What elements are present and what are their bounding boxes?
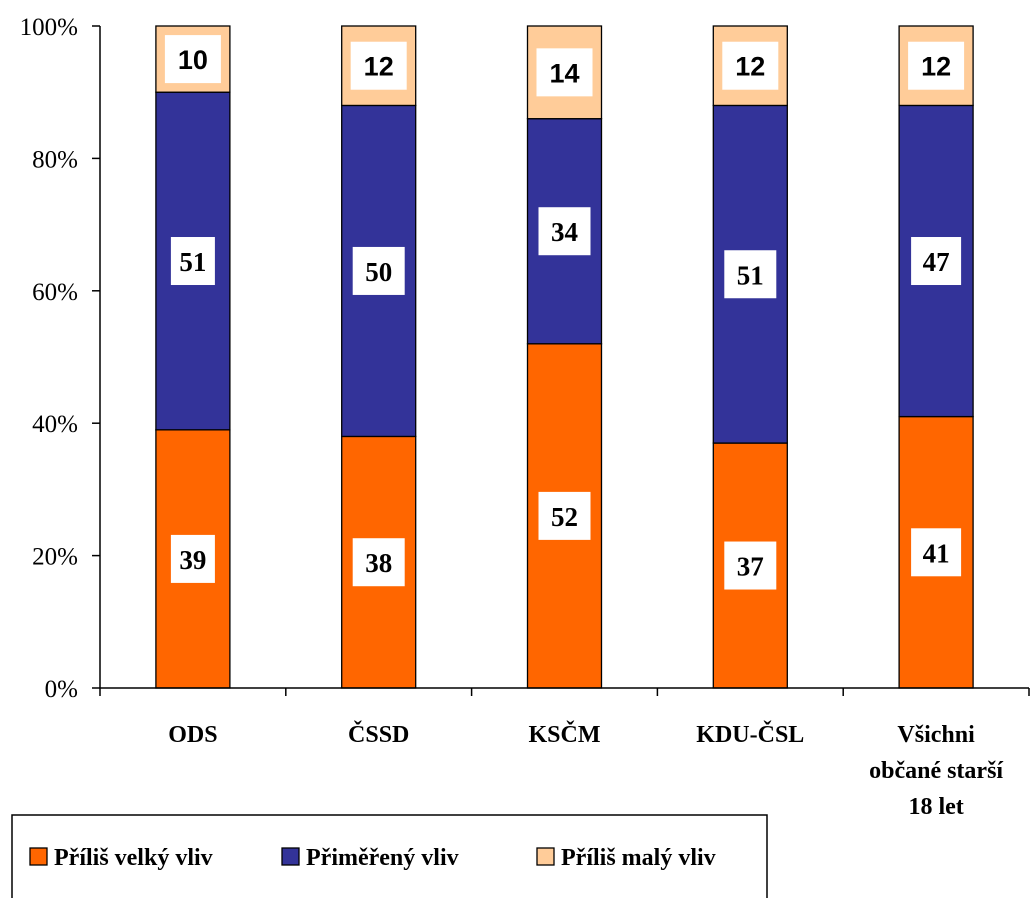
data-label-box bbox=[911, 528, 962, 577]
data-label-box bbox=[722, 41, 779, 90]
data-label-box bbox=[538, 491, 591, 540]
legend-swatch bbox=[281, 847, 300, 866]
legend-label: Příliš malý vliv bbox=[561, 845, 716, 871]
data-label-box bbox=[724, 541, 777, 590]
y-tick-label: 100% bbox=[20, 14, 78, 41]
legend-label: Přiměřený vliv bbox=[306, 845, 459, 871]
data-label: 37 bbox=[737, 552, 764, 582]
y-tick-label: 60% bbox=[32, 279, 78, 306]
x-tick-label: ČSSD bbox=[348, 721, 409, 748]
x-tick-label: KSČM bbox=[529, 721, 601, 748]
data-label-box bbox=[724, 250, 777, 299]
data-label: 12 bbox=[364, 52, 394, 82]
x-tick-label: Všichni občané starší 18 let bbox=[869, 722, 1003, 820]
bars-layer bbox=[155, 25, 974, 689]
data-label-box bbox=[538, 207, 591, 256]
data-label: 12 bbox=[735, 52, 765, 82]
legend-box bbox=[11, 814, 768, 898]
data-label-box bbox=[352, 246, 405, 295]
data-label-box bbox=[536, 48, 593, 97]
data-label-box bbox=[911, 237, 962, 286]
data-label: 39 bbox=[179, 545, 206, 575]
data-label: 51 bbox=[737, 260, 764, 290]
data-label: 52 bbox=[551, 502, 578, 532]
data-label-box bbox=[170, 534, 215, 583]
data-label: 41 bbox=[923, 538, 950, 568]
data-label: 12 bbox=[921, 52, 951, 82]
data-label: 10 bbox=[178, 45, 208, 75]
data-label-box bbox=[350, 41, 407, 90]
data-label: 50 bbox=[365, 257, 392, 287]
data-label: 47 bbox=[923, 247, 950, 277]
legend-swatch bbox=[536, 847, 555, 866]
data-label: 14 bbox=[549, 58, 579, 88]
data-label: 34 bbox=[551, 217, 578, 247]
y-tick-label: 80% bbox=[32, 146, 78, 173]
y-tick-label: 20% bbox=[32, 544, 78, 571]
legend-label: Příliš velký vliv bbox=[54, 845, 213, 871]
axes-layer: 0% 20% 40% 60% 80% 100% ODS ČSSD KSČM KDU-ČSL Všic… bbox=[20, 14, 1030, 820]
data-label-box bbox=[170, 237, 215, 286]
x-tick-label: KDU-ČSL bbox=[696, 721, 804, 748]
data-label: 38 bbox=[365, 548, 392, 578]
y-tick-label: 40% bbox=[32, 411, 78, 438]
data-label: 51 bbox=[179, 247, 206, 277]
data-labels-layer: 39 51 10 38 50 12 52 34 14 37 51 12 41 47 12 bbox=[164, 35, 965, 590]
legend-swatch bbox=[29, 847, 48, 866]
data-label-box bbox=[164, 35, 221, 84]
data-label-box bbox=[908, 41, 965, 90]
x-tick-label: ODS bbox=[168, 722, 217, 748]
legend: Příliš velký vliv Přiměřený vliv Příliš ma… bbox=[11, 814, 768, 898]
data-label-box bbox=[352, 538, 405, 587]
y-tick-label: 0% bbox=[45, 676, 78, 703]
